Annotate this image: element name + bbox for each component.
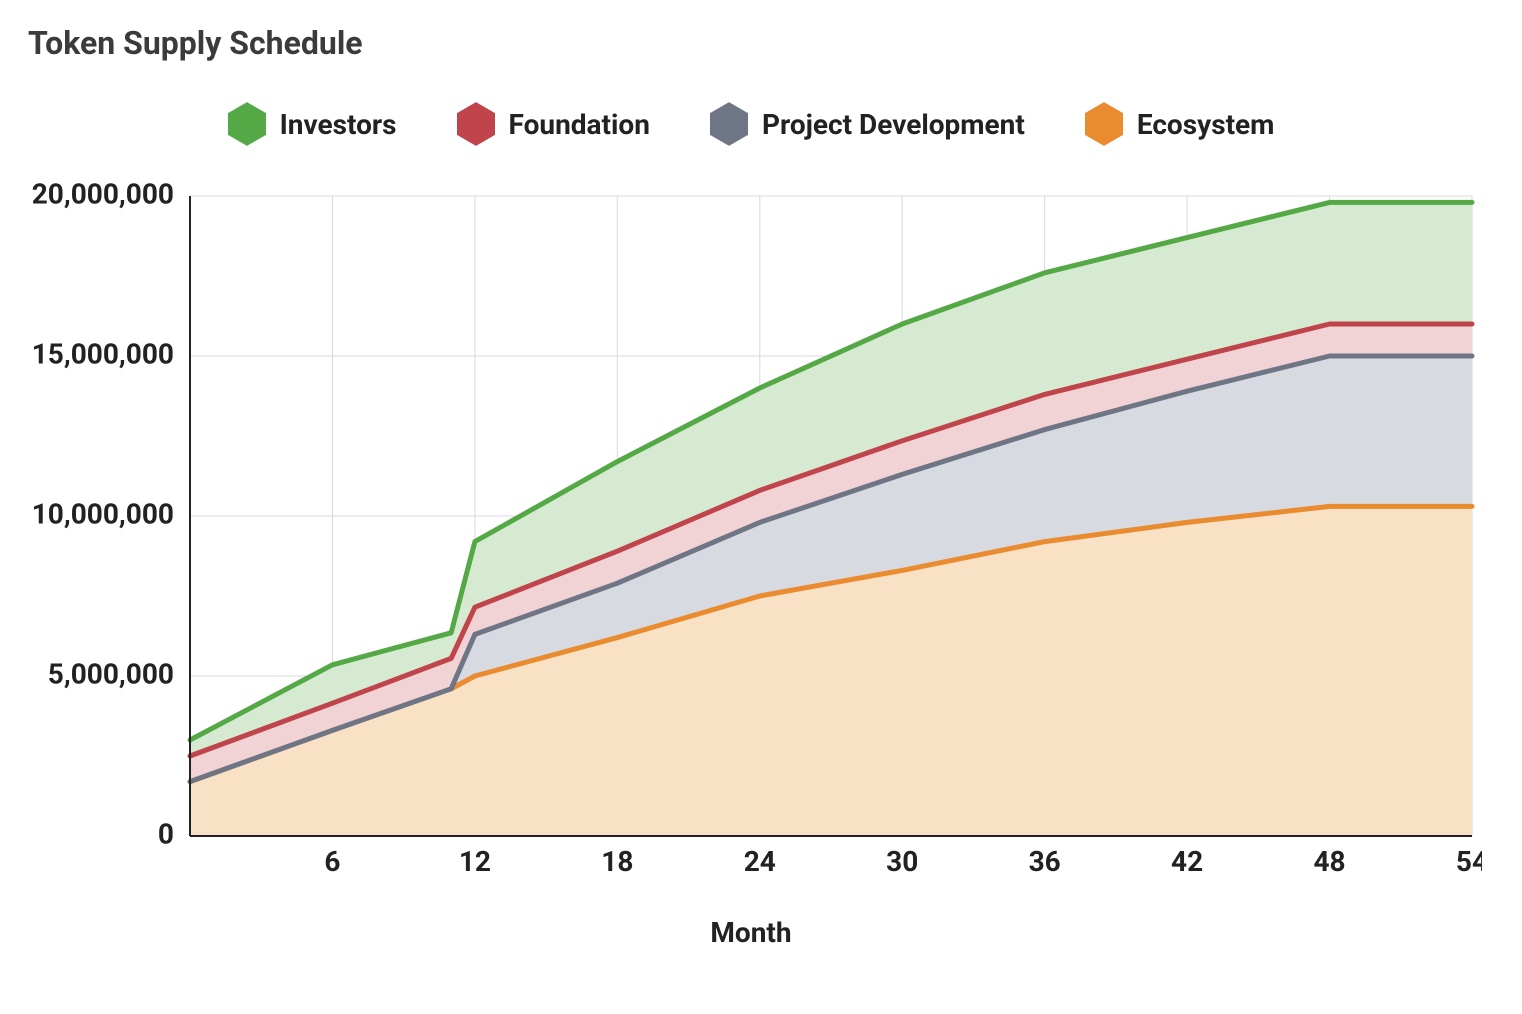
x-axis-title: Month xyxy=(20,916,1482,949)
hexagon-icon xyxy=(710,102,748,146)
chart-svg: 0 5,000,000 10,000,000 15,000,000 20,000,000… xyxy=(20,176,1482,896)
x-tick-label: 24 xyxy=(744,845,776,878)
legend-label: Project Development xyxy=(762,108,1025,141)
hexagon-icon xyxy=(457,102,495,146)
x-tick-label: 30 xyxy=(886,845,918,878)
x-tick-label: 42 xyxy=(1171,845,1203,878)
hexagon-icon xyxy=(228,102,266,146)
chart-plot-area: 0 5,000,000 10,000,000 15,000,000 20,000,000… xyxy=(20,176,1482,896)
legend-label: Foundation xyxy=(509,108,650,141)
x-tick-label: 18 xyxy=(601,845,633,878)
hexagon-icon xyxy=(1085,102,1123,146)
y-tick-label: 20,000,000 xyxy=(32,177,174,210)
y-tick-label: 0 xyxy=(158,817,174,850)
legend-item-investors[interactable]: Investors xyxy=(228,102,397,146)
x-tick-label: 48 xyxy=(1313,845,1345,878)
y-tick-label: 5,000,000 xyxy=(48,657,174,690)
x-tick-label: 36 xyxy=(1029,845,1061,878)
x-tick-label: 6 xyxy=(324,845,340,878)
legend-item-ecosystem[interactable]: Ecosystem xyxy=(1085,102,1275,146)
y-tick-label: 15,000,000 xyxy=(32,337,174,370)
chart-title: Token Supply Schedule xyxy=(28,24,1482,62)
chart-container: Token Supply Schedule Investors Foundatio… xyxy=(0,0,1522,1014)
x-tick-label: 12 xyxy=(459,845,491,878)
legend-label: Investors xyxy=(280,108,397,141)
chart-legend: Investors Foundation Project Development Ec… xyxy=(20,102,1482,146)
y-tick-label: 10,000,000 xyxy=(32,497,174,530)
x-tick-label: 54 xyxy=(1456,845,1482,878)
legend-item-project-development[interactable]: Project Development xyxy=(710,102,1025,146)
legend-item-foundation[interactable]: Foundation xyxy=(457,102,650,146)
legend-label: Ecosystem xyxy=(1137,108,1275,141)
